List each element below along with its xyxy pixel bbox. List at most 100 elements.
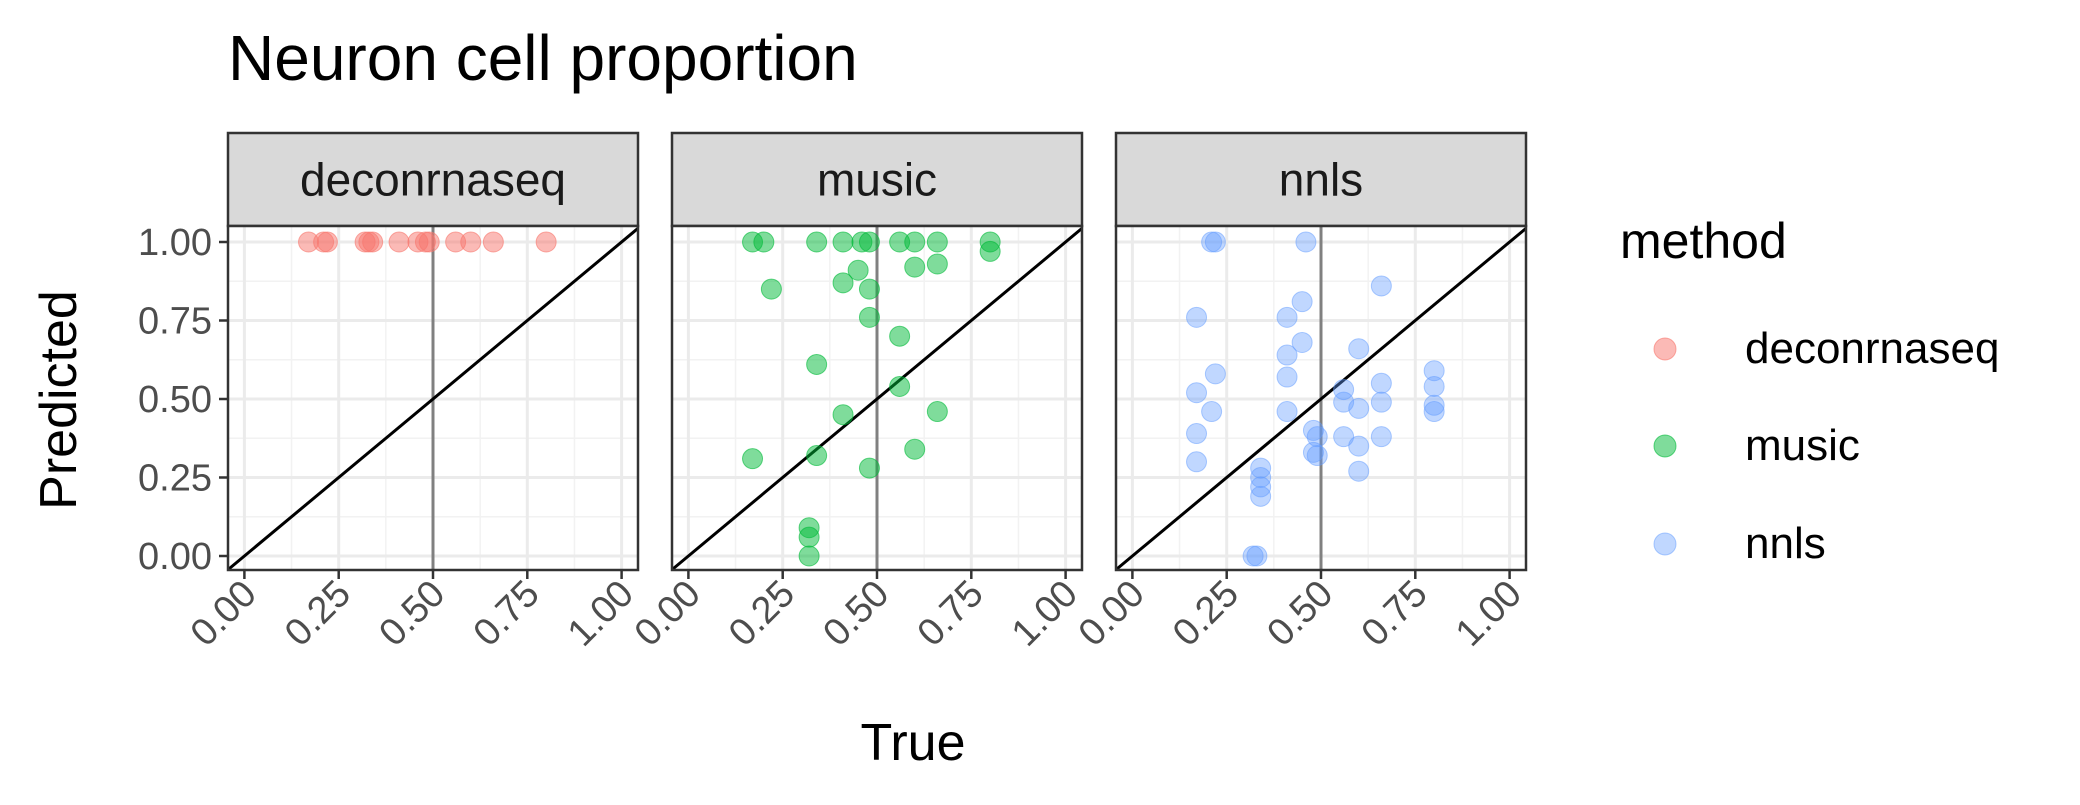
data-point-deconrnaseq (388, 231, 410, 253)
data-point-nnls (1250, 457, 1272, 479)
data-point-music (926, 231, 948, 253)
facet-strip-label: nnls (1279, 154, 1363, 206)
data-point-nnls (1348, 460, 1370, 482)
data-point-music (904, 256, 926, 278)
data-point-nnls (1348, 435, 1370, 457)
data-point-nnls (1246, 545, 1268, 567)
data-point-music (832, 231, 854, 253)
x-tick-label: 0.50 (371, 573, 453, 655)
facet-panel-nnls: nnls 0.00 0.25 0.50 0.75 1.00 (1071, 131, 1530, 655)
reference-line-identity (672, 226, 1082, 570)
x-tick-label: 0.50 (1259, 573, 1341, 655)
data-point-music (889, 325, 911, 347)
data-point-music (832, 272, 854, 294)
data-point-nnls (1423, 394, 1445, 416)
data-point-deconrnaseq (316, 231, 338, 253)
reference-line-identity (1116, 226, 1526, 570)
data-point-music (926, 253, 948, 275)
facet-panel-music: music 0.00 0.25 0.50 0.75 1.00 (627, 131, 1086, 655)
x-tick-label: 0.75 (1354, 573, 1436, 655)
facet-strip-label: deconrnaseq (300, 154, 566, 206)
legend: deconrnaseq music nnls (1653, 324, 1999, 568)
data-point-music (806, 231, 828, 253)
x-tick-label: 0.25 (1165, 573, 1247, 655)
chart-title: Neuron cell proportion (228, 22, 858, 94)
data-point-nnls (1370, 426, 1392, 448)
legend-label-nnls: nnls (1745, 519, 1826, 568)
y-tick-label: 1.00 (138, 222, 212, 264)
x-tick-label: 0.50 (815, 573, 897, 655)
data-point-nnls (1348, 338, 1370, 360)
data-point-music (889, 375, 911, 397)
x-tick-label: 0.00 (627, 573, 709, 655)
data-point-nnls (1370, 391, 1392, 413)
data-point-music (858, 278, 880, 300)
data-point-nnls (1306, 445, 1328, 467)
data-point-nnls (1302, 441, 1324, 463)
data-point-nnls (1250, 467, 1272, 488)
facet-strip (226, 131, 640, 228)
data-point-music (753, 231, 775, 253)
data-point-nnls (1276, 344, 1298, 366)
facet-strip-label: music (817, 154, 937, 206)
facet-panel-deconrnaseq: deconrnaseq 0.00 0.25 0.50 0.75 1.00 (183, 131, 642, 655)
data-point-deconrnaseq (535, 231, 557, 253)
data-point-music (858, 457, 880, 479)
data-point-nnls (1423, 375, 1445, 397)
data-point-nnls (1291, 331, 1313, 353)
x-tick-label: 1.00 (1448, 573, 1530, 655)
legend-title: method (1620, 213, 1787, 269)
data-point-nnls (1348, 397, 1370, 419)
y-tick-label: 0.50 (138, 379, 212, 421)
x-axis-label: True (861, 714, 966, 772)
x-tick-label: 1.00 (560, 573, 642, 655)
data-point-music (858, 231, 880, 253)
data-point-music (806, 445, 828, 467)
x-tick-label: 0.00 (183, 573, 265, 655)
data-point-music (806, 353, 828, 375)
data-point-music (760, 278, 782, 300)
data-point-deconrnaseq (460, 231, 482, 253)
x-tick-label: 0.75 (910, 573, 992, 655)
y-tick-label: 0.25 (138, 458, 212, 500)
data-point-nnls (1302, 419, 1324, 441)
data-point-nnls (1204, 231, 1226, 253)
data-point-nnls (1276, 366, 1298, 388)
data-point-nnls (1423, 360, 1445, 382)
data-point-nnls (1333, 379, 1355, 401)
x-tick-label: 0.00 (1071, 573, 1153, 655)
legend-key-deconrnaseq (1653, 337, 1677, 361)
facet-strip (670, 131, 1084, 228)
y-tick-label: 0.00 (138, 536, 212, 578)
data-point-deconrnaseq (418, 231, 440, 253)
legend-label-deconrnaseq: deconrnaseq (1745, 324, 1999, 373)
x-tick-label: 0.25 (277, 573, 359, 655)
reference-line-identity (228, 226, 638, 570)
facet-strip (1114, 131, 1528, 228)
data-point-nnls (1333, 426, 1355, 448)
data-point-music (798, 545, 820, 567)
data-point-nnls (1276, 306, 1298, 328)
legend-key-nnls (1653, 532, 1677, 556)
data-point-nnls (1186, 423, 1208, 445)
data-point-music (979, 240, 1001, 262)
legend-label-music: music (1745, 421, 1860, 470)
data-point-music (904, 231, 926, 253)
data-point-nnls (1291, 291, 1313, 313)
data-point-nnls (1201, 401, 1223, 423)
data-point-nnls (1250, 485, 1272, 507)
data-point-nnls (1306, 426, 1328, 448)
data-point-deconrnaseq (482, 231, 504, 253)
data-point-music (798, 526, 820, 548)
y-axis-label: Predicted (30, 290, 88, 510)
data-point-nnls (1276, 401, 1298, 423)
y-tick-label: 0.75 (138, 301, 212, 343)
data-point-nnls (1186, 382, 1208, 404)
data-point-nnls (1186, 306, 1208, 328)
data-point-nnls (1423, 401, 1445, 423)
data-point-music (847, 259, 869, 281)
data-point-nnls (1295, 231, 1317, 253)
data-point-nnls (1204, 363, 1226, 385)
